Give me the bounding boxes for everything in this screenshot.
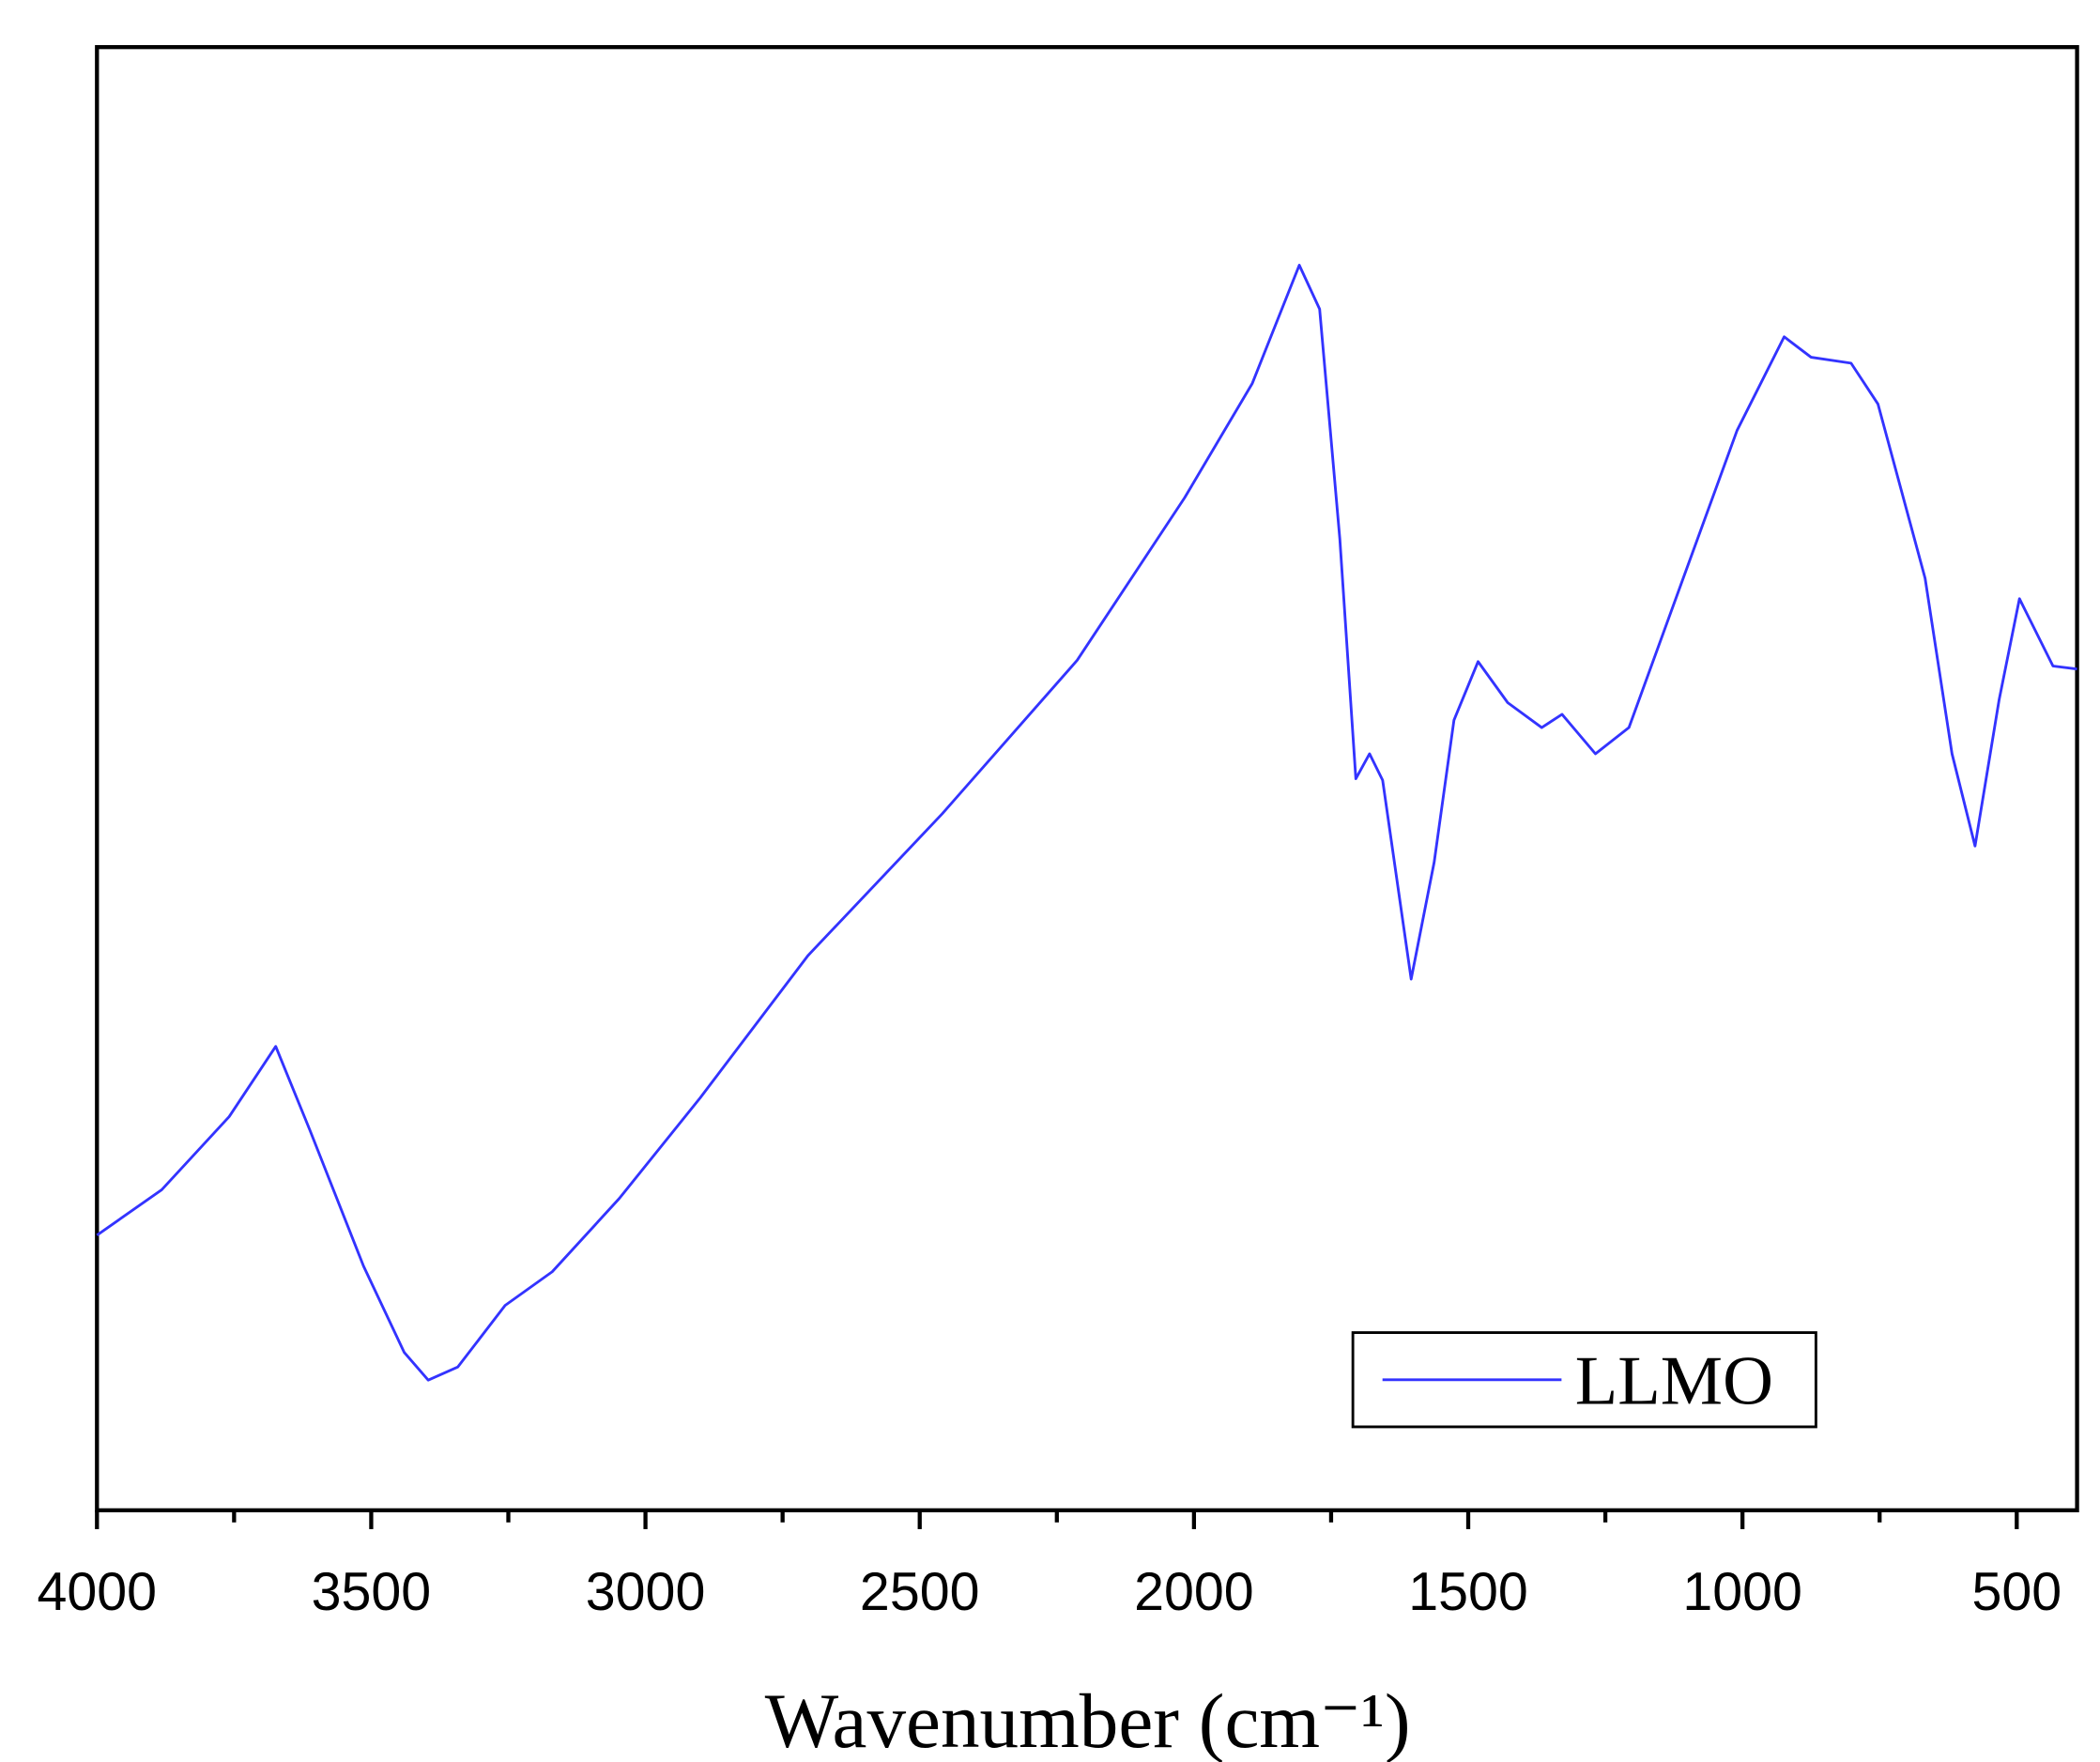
x-tick-label: 3500 xyxy=(312,1562,432,1622)
x-tick-label: 3000 xyxy=(586,1562,706,1622)
x-axis-label: Wavenumber (cm⁻¹) xyxy=(765,1678,1411,1762)
x-tick-label: 1500 xyxy=(1408,1562,1528,1622)
x-tick-label: 2000 xyxy=(1134,1562,1254,1622)
plot-frame xyxy=(95,45,2079,1513)
data-line xyxy=(96,264,2077,1382)
x-tick-label: 4000 xyxy=(37,1562,157,1622)
x-tick-label: 1000 xyxy=(1682,1562,1802,1622)
x-tick-label: 2500 xyxy=(860,1562,980,1622)
x-tick-label: 500 xyxy=(1971,1562,2062,1622)
legend-label: LLMO xyxy=(1575,1343,1773,1420)
